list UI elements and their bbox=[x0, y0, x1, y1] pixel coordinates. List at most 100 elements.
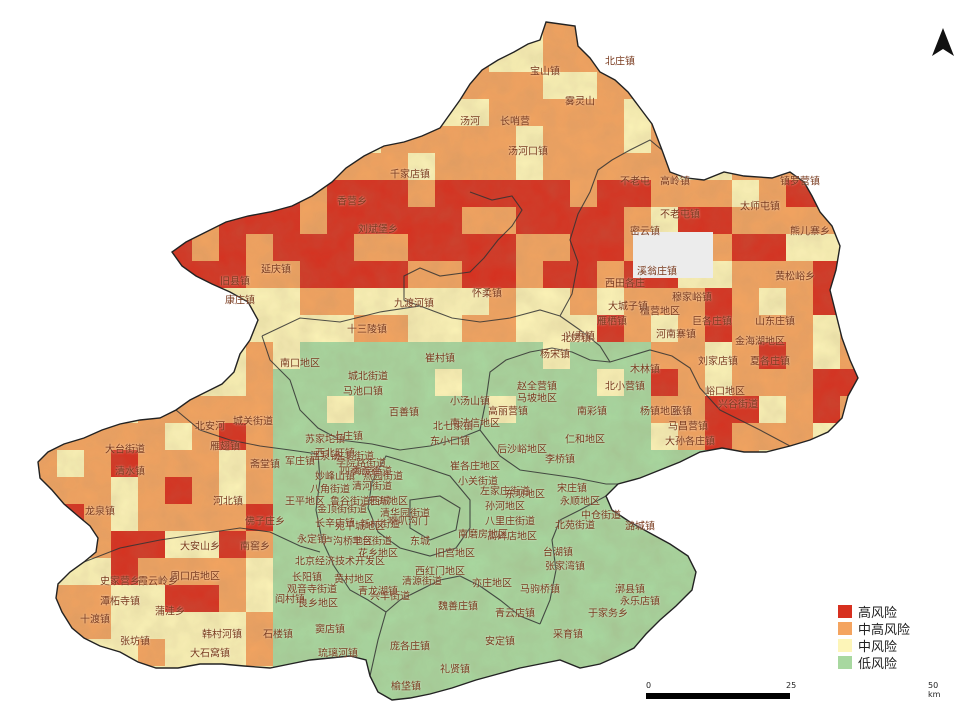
risk-grid-cell bbox=[84, 153, 112, 181]
risk-grid-cell bbox=[111, 180, 139, 208]
risk-grid-cell bbox=[651, 666, 679, 694]
place-label: 长阳镇 bbox=[292, 572, 322, 584]
place-label: 大石窝镇 bbox=[190, 648, 230, 660]
place-label: 马驹桥镇 bbox=[520, 584, 560, 596]
place-label: 仁和地区 bbox=[565, 434, 605, 446]
place-label: 汤河 bbox=[460, 116, 480, 128]
risk-grid-cell bbox=[786, 99, 814, 127]
risk-grid-cell bbox=[597, 666, 625, 694]
risk-grid-cell bbox=[759, 639, 787, 667]
place-label: 新村街道 bbox=[360, 519, 400, 531]
place-label: 石楼镇 bbox=[263, 629, 293, 641]
risk-grid-cell bbox=[759, 450, 787, 478]
risk-grid-cell bbox=[705, 612, 733, 640]
risk-grid-cell bbox=[867, 504, 895, 532]
scale-bar-segment bbox=[646, 693, 790, 699]
place-label: 长辛店镇 bbox=[315, 518, 355, 530]
place-label: 永丰街道 bbox=[334, 451, 374, 463]
risk-grid-cell bbox=[38, 369, 58, 397]
risk-grid-cell bbox=[111, 45, 139, 73]
risk-grid-cell bbox=[219, 45, 247, 73]
place-label: 小汤山镇 bbox=[450, 396, 490, 408]
legend-label: 中风险 bbox=[858, 640, 898, 655]
risk-grid-cell bbox=[867, 261, 895, 289]
risk-grid-cell bbox=[408, 72, 436, 100]
risk-grid-cell bbox=[597, 22, 625, 46]
place-label: 张坊镇 bbox=[120, 636, 150, 648]
risk-grid-cell bbox=[327, 99, 355, 127]
risk-grid-cell bbox=[327, 126, 355, 154]
risk-grid-cell bbox=[273, 45, 301, 73]
legend-item-mid-high: 中高风险 bbox=[838, 620, 910, 638]
risk-grid-cell bbox=[381, 22, 409, 46]
place-label: 崔各庄地区 bbox=[450, 461, 500, 473]
risk-grid-cell bbox=[84, 261, 112, 289]
place-label: 千家店镇 bbox=[390, 169, 430, 181]
place-label: 东坝地区 bbox=[505, 489, 545, 501]
risk-grid-cell bbox=[813, 639, 841, 667]
place-label: 张镇 bbox=[672, 406, 692, 418]
risk-grid-cell bbox=[111, 126, 139, 154]
risk-grid-cell bbox=[813, 612, 841, 640]
place-label: 礼贤镇 bbox=[440, 664, 470, 676]
risk-grid-cell bbox=[219, 315, 247, 343]
risk-grid-cell bbox=[570, 666, 598, 694]
risk-grid-cell bbox=[705, 477, 733, 505]
risk-grid-cell bbox=[867, 531, 895, 559]
risk-grid-cell bbox=[354, 99, 382, 127]
risk-grid-cell bbox=[489, 22, 517, 46]
risk-grid-cell bbox=[38, 72, 58, 100]
risk-grid-cell bbox=[813, 22, 841, 46]
legend-label: 高风险 bbox=[858, 606, 898, 621]
risk-grid-cell bbox=[219, 693, 247, 700]
place-label: 大城子镇 bbox=[608, 301, 648, 313]
place-label: 东升地区 bbox=[368, 496, 408, 508]
risk-grid-cell bbox=[165, 180, 193, 208]
risk-grid-cell bbox=[38, 639, 58, 667]
risk-grid-cell bbox=[273, 153, 301, 181]
risk-grid-cell bbox=[57, 342, 85, 370]
risk-grid-cell bbox=[138, 72, 166, 100]
risk-grid-cell bbox=[38, 288, 58, 316]
risk-grid-cell bbox=[273, 72, 301, 100]
risk-grid-cell bbox=[165, 22, 193, 46]
risk-grid-cell bbox=[57, 315, 85, 343]
risk-grid-cell bbox=[165, 342, 193, 370]
place-label: 香营乡 bbox=[337, 196, 367, 208]
risk-grid-cell bbox=[732, 666, 760, 694]
place-label: 潭柘寺镇 bbox=[100, 596, 140, 608]
risk-grid-cell bbox=[273, 99, 301, 127]
risk-grid-cell bbox=[165, 45, 193, 73]
place-label: 张家湾镇 bbox=[545, 561, 585, 573]
risk-grid-cell bbox=[867, 477, 895, 505]
place-label: 杨镇地区 bbox=[640, 406, 680, 418]
risk-grid-cell bbox=[813, 531, 841, 559]
risk-grid-cell bbox=[813, 99, 841, 127]
place-label: 燕园街道 bbox=[363, 471, 403, 483]
risk-grid-cell bbox=[38, 315, 58, 343]
risk-grid-cell bbox=[38, 423, 58, 451]
place-label: 王平地区 bbox=[285, 496, 325, 508]
place-label: 南磨房地区 bbox=[458, 529, 508, 541]
risk-grid-cell bbox=[246, 45, 274, 73]
risk-grid-cell bbox=[38, 666, 58, 694]
risk-grid-cell bbox=[111, 261, 139, 289]
risk-grid-cell bbox=[138, 22, 166, 46]
risk-grid-cell bbox=[38, 693, 58, 700]
risk-grid-cell bbox=[111, 288, 139, 316]
risk-grid-cell bbox=[327, 72, 355, 100]
risk-grid-cell bbox=[867, 396, 895, 424]
risk-grid-cell bbox=[840, 531, 858, 559]
place-label: 夏各庄镇 bbox=[750, 356, 790, 368]
place-label: 后沙峪地区 bbox=[497, 444, 547, 456]
risk-grid-cell bbox=[57, 45, 85, 73]
legend: 高风险 中高风险 中风险 低风险 bbox=[838, 603, 910, 672]
legend-item-high: 高风险 bbox=[838, 603, 910, 621]
place-label: 宝山镇 bbox=[530, 66, 560, 78]
risk-grid-cell bbox=[38, 585, 58, 613]
risk-grid-cell bbox=[138, 693, 166, 700]
risk-grid-cell bbox=[732, 585, 760, 613]
risk-grid-cell bbox=[867, 18, 895, 46]
risk-grid-cell bbox=[38, 531, 58, 559]
risk-grid-cell bbox=[84, 22, 112, 46]
